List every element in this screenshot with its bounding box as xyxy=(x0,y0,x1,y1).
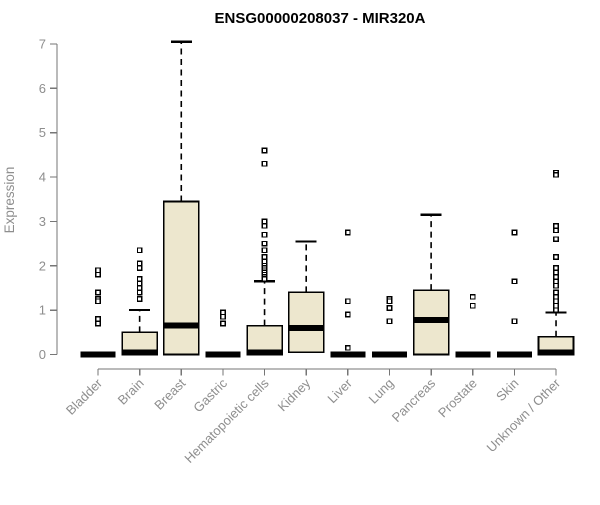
median-line xyxy=(80,351,116,358)
y-axis-label: Expression xyxy=(2,167,17,234)
outlier-point xyxy=(553,293,559,300)
outlier-point xyxy=(553,302,559,309)
outlier-point xyxy=(261,247,268,254)
outlier-point xyxy=(344,344,351,351)
x-axis-category-label: Gastric xyxy=(190,375,230,415)
outlier-point xyxy=(344,311,351,318)
x-axis-category-label: Kidney xyxy=(275,375,314,414)
x-axis-category-label: Pancreas xyxy=(389,375,439,425)
outlier-point xyxy=(511,318,518,325)
outlier-point xyxy=(261,240,268,247)
outlier-point xyxy=(553,265,559,271)
outlier-point xyxy=(136,296,143,302)
y-axis-tick-label: 6 xyxy=(39,81,46,96)
outlier-point xyxy=(220,313,226,320)
box xyxy=(287,291,325,354)
x-axis-category-label: Liver xyxy=(324,375,355,406)
outlier-point xyxy=(511,229,518,236)
outlier-point xyxy=(95,298,101,305)
outlier-point xyxy=(136,247,143,254)
y-axis-tick-label: 2 xyxy=(39,258,46,273)
outlier-point xyxy=(136,265,143,271)
median-line xyxy=(163,322,199,329)
outlier-point xyxy=(220,309,226,316)
outlier-point xyxy=(553,227,559,234)
outlier-point xyxy=(553,298,559,305)
outlier-point xyxy=(261,276,268,282)
outlier-point xyxy=(220,320,226,327)
outlier-point xyxy=(386,298,393,305)
outlier-point xyxy=(261,231,268,238)
outlier-point xyxy=(553,223,559,229)
outlier-point xyxy=(261,258,268,265)
median-line xyxy=(496,351,532,358)
outlier-point xyxy=(344,229,351,236)
y-axis-tick-label: 1 xyxy=(39,303,46,318)
outlier-point xyxy=(136,289,143,296)
box xyxy=(162,200,200,356)
y-axis-tick-label: 5 xyxy=(39,125,46,140)
outlier-point xyxy=(261,254,268,260)
median-line xyxy=(288,324,324,331)
outlier-point xyxy=(95,289,101,296)
median-line xyxy=(330,351,366,358)
outlier-point xyxy=(469,293,476,300)
outlier-point xyxy=(553,282,559,289)
x-axis-category-label: Skin xyxy=(493,376,521,404)
median-line xyxy=(122,349,158,356)
outlier-point xyxy=(553,278,559,285)
outlier-point xyxy=(95,320,101,327)
outlier-point xyxy=(136,280,143,287)
outlier-point xyxy=(95,316,101,322)
y-axis-tick-label: 4 xyxy=(39,170,46,185)
outlier-point xyxy=(136,285,143,291)
chart-title: ENSG00000208037 - MIR320A xyxy=(215,10,426,27)
outlier-point xyxy=(553,254,559,260)
outlier-point xyxy=(95,267,101,274)
outlier-point xyxy=(553,307,559,313)
outlier-point xyxy=(344,298,351,305)
outlier-point xyxy=(136,260,143,267)
x-axis-category-label: Prostate xyxy=(435,376,480,421)
outlier-point xyxy=(553,172,559,178)
median-line xyxy=(413,316,449,323)
y-axis-tick-label: 0 xyxy=(39,347,46,362)
x-axis-category-label: Bladder xyxy=(63,375,106,418)
median-line xyxy=(538,349,574,356)
outlier-point xyxy=(261,147,268,154)
outlier-point xyxy=(553,274,559,280)
median-line xyxy=(247,349,283,356)
median-line xyxy=(371,351,407,358)
outlier-point xyxy=(261,223,268,229)
y-axis-tick-label: 7 xyxy=(39,37,46,52)
x-axis-category-label: Brain xyxy=(115,376,147,408)
outlier-point xyxy=(136,276,143,282)
outlier-point xyxy=(511,278,518,285)
outlier-point xyxy=(95,271,101,278)
outlier-point xyxy=(553,269,559,276)
outlier-point xyxy=(469,302,476,309)
outlier-point xyxy=(261,160,268,167)
median-line xyxy=(205,351,241,358)
y-axis-tick-label: 3 xyxy=(39,214,46,229)
outlier-point xyxy=(553,289,559,296)
outlier-point xyxy=(553,236,559,243)
outlier-point xyxy=(386,305,393,311)
x-axis-category-label: Unknown / Other xyxy=(484,375,564,455)
outlier-point xyxy=(386,318,393,325)
x-axis-category-label: Breast xyxy=(151,375,188,412)
median-line xyxy=(455,351,491,358)
outlier-point xyxy=(261,218,268,225)
x-axis-category-label: Lung xyxy=(366,376,397,407)
